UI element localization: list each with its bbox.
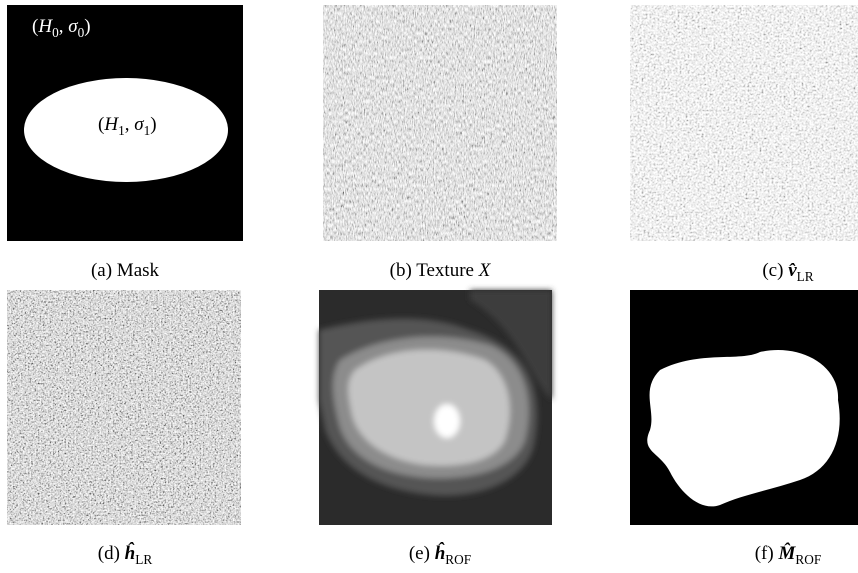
text-part: (d) — [98, 543, 125, 564]
text-part: ROF — [795, 552, 821, 567]
panel-b — [323, 5, 557, 241]
text-part: H — [37, 16, 53, 37]
text-part: (f) — [755, 543, 779, 564]
caption: (c) v̂LR — [762, 260, 813, 284]
text-part: ROF — [445, 552, 471, 567]
text-part: LR — [135, 552, 152, 567]
caption: (d) ĥLR — [98, 542, 153, 567]
text-part: (e) — [409, 543, 435, 564]
text-part: , — [125, 114, 135, 135]
text-part: 1 — [144, 123, 151, 138]
text-part: (a) Mask — [91, 260, 160, 281]
text-part: (b) Texture — [390, 260, 479, 281]
caption: (b) Texture X — [390, 260, 492, 281]
panel-e — [319, 290, 552, 525]
panel-c — [630, 5, 858, 241]
text-part: ) — [150, 114, 156, 135]
annotation: (H0, σ0) — [32, 16, 91, 40]
text-part: ( — [98, 114, 104, 135]
panel-a — [7, 5, 243, 241]
annotation: (H1, σ1) — [98, 114, 157, 138]
caption: (e) ĥROF — [409, 542, 471, 567]
caption: (f) M̂ROF — [755, 543, 822, 567]
text-part: ( — [32, 16, 38, 37]
caption: (a) Mask — [91, 260, 160, 281]
text-part: H — [103, 114, 119, 135]
text-part: (c) — [762, 260, 788, 281]
text-part: X — [478, 260, 492, 281]
text-part: 0 — [52, 25, 59, 40]
text-part: , — [59, 16, 69, 37]
text-part: 1 — [118, 123, 125, 138]
panel-d — [7, 290, 241, 525]
panel-f — [630, 290, 858, 525]
text-part: M̂ — [777, 543, 796, 564]
text-part: ) — [84, 16, 90, 37]
text-part: v̂ — [788, 260, 797, 281]
text-part: ĥ — [435, 542, 446, 564]
text-part: σ — [68, 16, 78, 37]
text-part: σ — [134, 114, 144, 135]
text-part: 0 — [78, 25, 85, 40]
text-part: LR — [797, 269, 814, 284]
text-part: ĥ — [125, 542, 136, 564]
